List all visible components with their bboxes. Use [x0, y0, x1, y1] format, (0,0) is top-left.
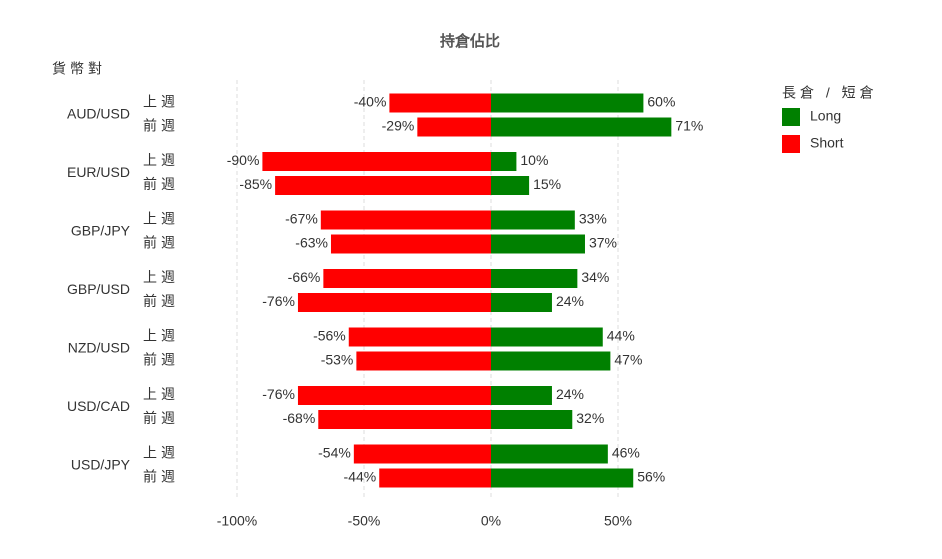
- data-label: -56%: [313, 328, 346, 344]
- data-label: 24%: [556, 386, 584, 402]
- bar: [348, 327, 491, 347]
- bar: [356, 351, 491, 371]
- subcategory-label: 前週: [143, 118, 179, 134]
- bar: [491, 386, 552, 405]
- subcategory-label: 前週: [143, 235, 179, 251]
- bar: [330, 234, 491, 254]
- category-label: NZD/USD: [68, 340, 130, 356]
- data-label: 10%: [520, 152, 548, 168]
- subcategory-label: 前週: [143, 176, 179, 192]
- data-label: -85%: [239, 176, 272, 192]
- category-label: GBP/USD: [67, 281, 130, 297]
- data-label: -68%: [283, 410, 316, 426]
- bar: [491, 117, 672, 137]
- subcategory-label: 前週: [143, 410, 179, 426]
- legend-label: Long: [810, 108, 841, 124]
- data-label: -29%: [382, 118, 415, 134]
- data-label: 24%: [556, 293, 584, 309]
- bar: [379, 468, 491, 488]
- data-label: 44%: [607, 328, 635, 344]
- category-label: USD/CAD: [67, 398, 130, 414]
- subcategory-label: 前週: [143, 352, 179, 368]
- data-label: -76%: [262, 386, 295, 402]
- y-axis-title: 貨幣對: [52, 61, 106, 77]
- bar: [491, 468, 634, 488]
- data-label: -66%: [288, 269, 321, 285]
- data-label: 37%: [589, 235, 617, 251]
- subcategory-label: 前週: [143, 469, 179, 485]
- category-label: GBP/JPY: [71, 223, 131, 239]
- bar: [320, 210, 491, 230]
- bar: [491, 293, 552, 312]
- bar: [491, 269, 578, 288]
- subcategory-label: 上週: [143, 386, 179, 402]
- data-label: 15%: [533, 176, 561, 192]
- data-label: -76%: [262, 293, 295, 309]
- category-label: AUD/USD: [67, 106, 130, 122]
- bar: [491, 152, 517, 171]
- subcategory-label: 前週: [143, 293, 179, 309]
- bar: [491, 327, 603, 347]
- data-label: -53%: [321, 352, 354, 368]
- data-label: -44%: [344, 469, 377, 485]
- bar: [318, 410, 491, 429]
- data-label: 32%: [576, 410, 604, 426]
- category-label: USD/JPY: [71, 457, 131, 473]
- bar: [275, 176, 491, 195]
- bar: [491, 234, 585, 254]
- subcategory-label: 上週: [143, 445, 179, 461]
- x-tick-label: 0%: [481, 513, 501, 529]
- bar: [297, 386, 491, 405]
- x-tick-label: 50%: [604, 513, 632, 529]
- category-label: EUR/USD: [67, 164, 130, 180]
- subcategory-label: 上週: [143, 152, 179, 168]
- bar: [389, 93, 491, 113]
- bar: [491, 210, 575, 230]
- data-label: 46%: [612, 445, 640, 461]
- subcategory-label: 上週: [143, 211, 179, 227]
- bar: [491, 176, 530, 195]
- subcategory-label: 上週: [143, 328, 179, 344]
- bar: [491, 351, 611, 371]
- x-tick-label: -50%: [348, 513, 381, 529]
- bar: [262, 152, 491, 171]
- bar: [491, 93, 644, 113]
- subcategory-label: 上週: [143, 94, 179, 110]
- bar: [491, 410, 573, 429]
- bar: [417, 117, 491, 137]
- legend-swatch: [782, 135, 800, 153]
- data-label: 60%: [647, 94, 675, 110]
- data-label: -54%: [318, 445, 351, 461]
- data-label: 34%: [581, 269, 609, 285]
- legend-label: Short: [810, 135, 844, 151]
- legend-swatch: [782, 108, 800, 126]
- data-label: -63%: [295, 235, 328, 251]
- data-label: 47%: [614, 352, 642, 368]
- bar: [297, 293, 491, 312]
- data-label: -67%: [285, 211, 318, 227]
- bar: [353, 444, 491, 464]
- legend-title: 長倉 / 短倉: [782, 85, 878, 101]
- bar: [323, 269, 491, 288]
- bar: [491, 444, 608, 464]
- data-label: -40%: [354, 94, 387, 110]
- subcategory-label: 上週: [143, 269, 179, 285]
- chart-title: 持倉佔比: [440, 32, 500, 50]
- data-label: 56%: [637, 469, 665, 485]
- data-label: 71%: [675, 118, 703, 134]
- data-label: 33%: [579, 211, 607, 227]
- data-label: -90%: [227, 152, 260, 168]
- x-tick-label: -100%: [217, 513, 257, 529]
